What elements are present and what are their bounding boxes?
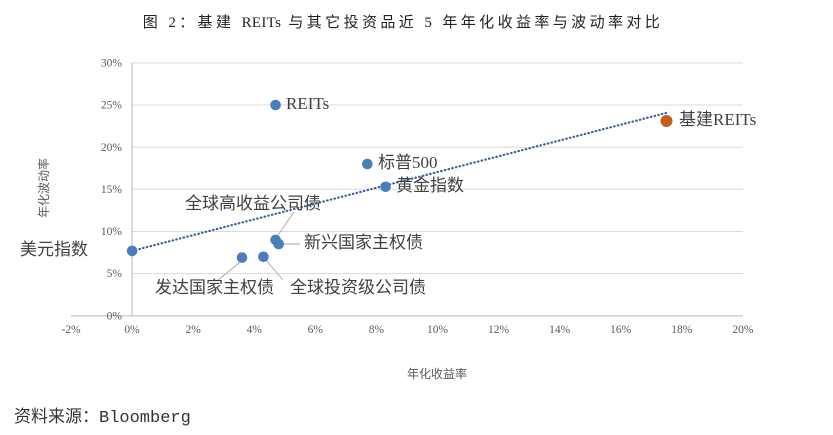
svg-text:0%: 0% [124,324,140,336]
svg-text:基建REITs: 基建REITs [679,110,756,129]
svg-text:14%: 14% [549,324,571,336]
svg-text:12%: 12% [488,324,510,336]
svg-text:25%: 25% [101,100,123,112]
svg-text:全球高收益公司债: 全球高收益公司债 [185,194,321,213]
svg-text:黄金指数: 黄金指数 [396,176,464,195]
svg-text:全球投资级公司债: 全球投资级公司债 [290,278,426,297]
svg-text:2%: 2% [186,324,202,336]
svg-text:新兴国家主权债: 新兴国家主权债 [304,233,423,252]
svg-text:8%: 8% [369,324,385,336]
svg-text:10%: 10% [101,226,123,238]
svg-text:0%: 0% [107,310,123,322]
svg-text:4%: 4% [247,324,263,336]
svg-text:20%: 20% [101,142,123,154]
svg-text:16%: 16% [610,324,632,336]
svg-text:18%: 18% [671,324,693,336]
svg-text:-2%: -2% [61,324,81,336]
svg-text:10%: 10% [427,324,449,336]
svg-text:标普500: 标普500 [378,153,438,172]
svg-text:年化波动率: 年化波动率 [36,158,51,218]
svg-text:15%: 15% [101,184,123,196]
svg-text:20%: 20% [732,324,754,336]
svg-text:美元指数: 美元指数 [20,240,88,259]
svg-text:30%: 30% [101,58,123,70]
svg-text:发达国家主权债: 发达国家主权债 [155,278,274,297]
svg-text:REITs: REITs [286,94,329,113]
svg-text:年化收益率: 年化收益率 [407,366,467,381]
svg-text:5%: 5% [107,268,123,280]
svg-text:6%: 6% [308,324,324,336]
